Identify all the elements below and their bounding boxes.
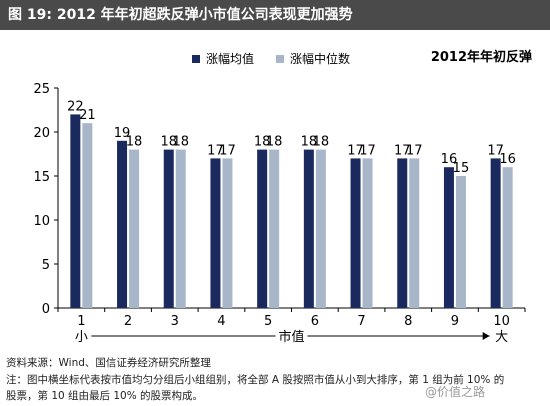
chart-note-line2: 股票，第 10 组由最后 10% 的股票构成。 — [6, 390, 204, 402]
bar-series2-cat2 — [129, 149, 140, 308]
chart-axes: 0 5 10 15 20 25 1 2 3 4 5 6 7 8 9 10 小 市值 大 — [33, 82, 526, 345]
figure-label: 图 19: — [8, 7, 52, 23]
data-label: 17 — [359, 143, 376, 158]
data-label: 18 — [266, 135, 283, 150]
x-axis-arrowhead — [482, 332, 490, 340]
bar-series1-cat1 — [70, 114, 81, 309]
x-tick-label: 7 — [357, 314, 365, 329]
data-label: 19 — [114, 126, 131, 141]
chart-note-line1: 注：图中横坐标代表按市值均匀分组后小组组别，将全部 A 股按照市值从小到大排序，… — [6, 373, 505, 386]
y-tick-label: 20 — [33, 126, 50, 141]
bar-series2-cat5 — [269, 149, 280, 308]
x-tick-label: 10 — [493, 314, 510, 329]
bar-series2-cat1 — [82, 123, 93, 308]
bar-series1-cat9 — [443, 167, 454, 308]
bar-series1-cat2 — [117, 140, 128, 308]
data-label: 17 — [487, 143, 504, 158]
data-label: 18 — [126, 135, 143, 150]
data-label: 18 — [160, 135, 177, 150]
figure-footer: 资料来源：Wind、国信证券经济研究所整理 注：图中横坐标代表按市值均匀分组后小… — [6, 355, 546, 405]
bar-series1-cat10 — [490, 158, 501, 308]
bar-series1-cat7 — [350, 158, 361, 308]
data-label: 18 — [172, 135, 189, 150]
data-label: 15 — [453, 161, 470, 176]
x-axis-title: 市值 — [278, 329, 304, 345]
bar-series2-cat9 — [455, 176, 466, 308]
x-tick-label: 2 — [124, 314, 132, 329]
data-label: 17 — [207, 143, 224, 158]
figure-title-bar: 图 19: 2012 年年初超跌反弹小市值公司表现更加强势 — [0, 0, 550, 30]
bar-series2-cat7 — [362, 158, 373, 308]
x-tick-label: 8 — [404, 314, 412, 329]
x-tick-label: 9 — [451, 314, 459, 329]
x-axis-right-label: 大 — [495, 330, 508, 345]
bar-series2-cat3 — [175, 149, 186, 308]
data-label: 16 — [441, 152, 458, 167]
data-label: 17 — [394, 143, 411, 158]
x-tick-label: 4 — [217, 314, 225, 329]
x-tick-label: 1 — [77, 314, 85, 329]
data-label: 21 — [79, 108, 96, 123]
data-label: 17 — [219, 143, 236, 158]
bar-series1-cat8 — [397, 158, 408, 308]
chart-title: 2012年年初反弹 — [431, 49, 532, 65]
x-tick-label: 5 — [264, 314, 272, 329]
figure-title: 2012 年年初超跌反弹小市值公司表现更加强势 — [56, 7, 353, 23]
bar-series1-cat5 — [257, 149, 268, 308]
bar-chart: 涨幅均值 涨幅中位数 2012年年初反弹 0 5 10 15 20 25 1 2 3 4 5 6 7 8 9 1… — [33, 49, 532, 345]
y-tick-label: 15 — [33, 170, 50, 185]
legend-label-1: 涨幅均值 — [206, 51, 254, 66]
bar-series2-cat4 — [222, 158, 233, 308]
bar-series1-cat6 — [303, 149, 314, 308]
source-note: 资料来源：Wind、国信证券经济研究所整理 — [6, 357, 211, 369]
data-label: 16 — [499, 152, 516, 167]
x-axis-left-label: 小 — [75, 330, 88, 345]
bar-series2-cat6 — [315, 149, 326, 308]
legend-label-2: 涨幅中位数 — [290, 51, 350, 66]
data-label: 17 — [406, 143, 423, 158]
bar-series1-cat4 — [210, 158, 221, 308]
data-label: 18 — [254, 135, 271, 150]
legend-swatch-2 — [276, 55, 284, 63]
data-label: 18 — [301, 135, 318, 150]
legend-swatch-1 — [192, 55, 200, 63]
data-label: 17 — [347, 143, 364, 158]
y-tick-label: 10 — [33, 214, 50, 229]
data-label: 18 — [313, 135, 330, 150]
bar-series1-cat3 — [163, 149, 174, 308]
data-label: 22 — [67, 99, 84, 114]
bar-series2-cat8 — [409, 158, 420, 308]
bar-series2-cat10 — [502, 167, 513, 308]
y-tick-label: 5 — [42, 258, 50, 273]
y-tick-label: 25 — [33, 82, 50, 97]
x-tick-label: 6 — [311, 314, 319, 329]
x-tick-label: 3 — [171, 314, 179, 329]
y-tick-label: 0 — [42, 302, 50, 317]
watermark: @价值之路 — [425, 385, 486, 399]
chart-legend: 涨幅均值 涨幅中位数 — [192, 51, 350, 66]
